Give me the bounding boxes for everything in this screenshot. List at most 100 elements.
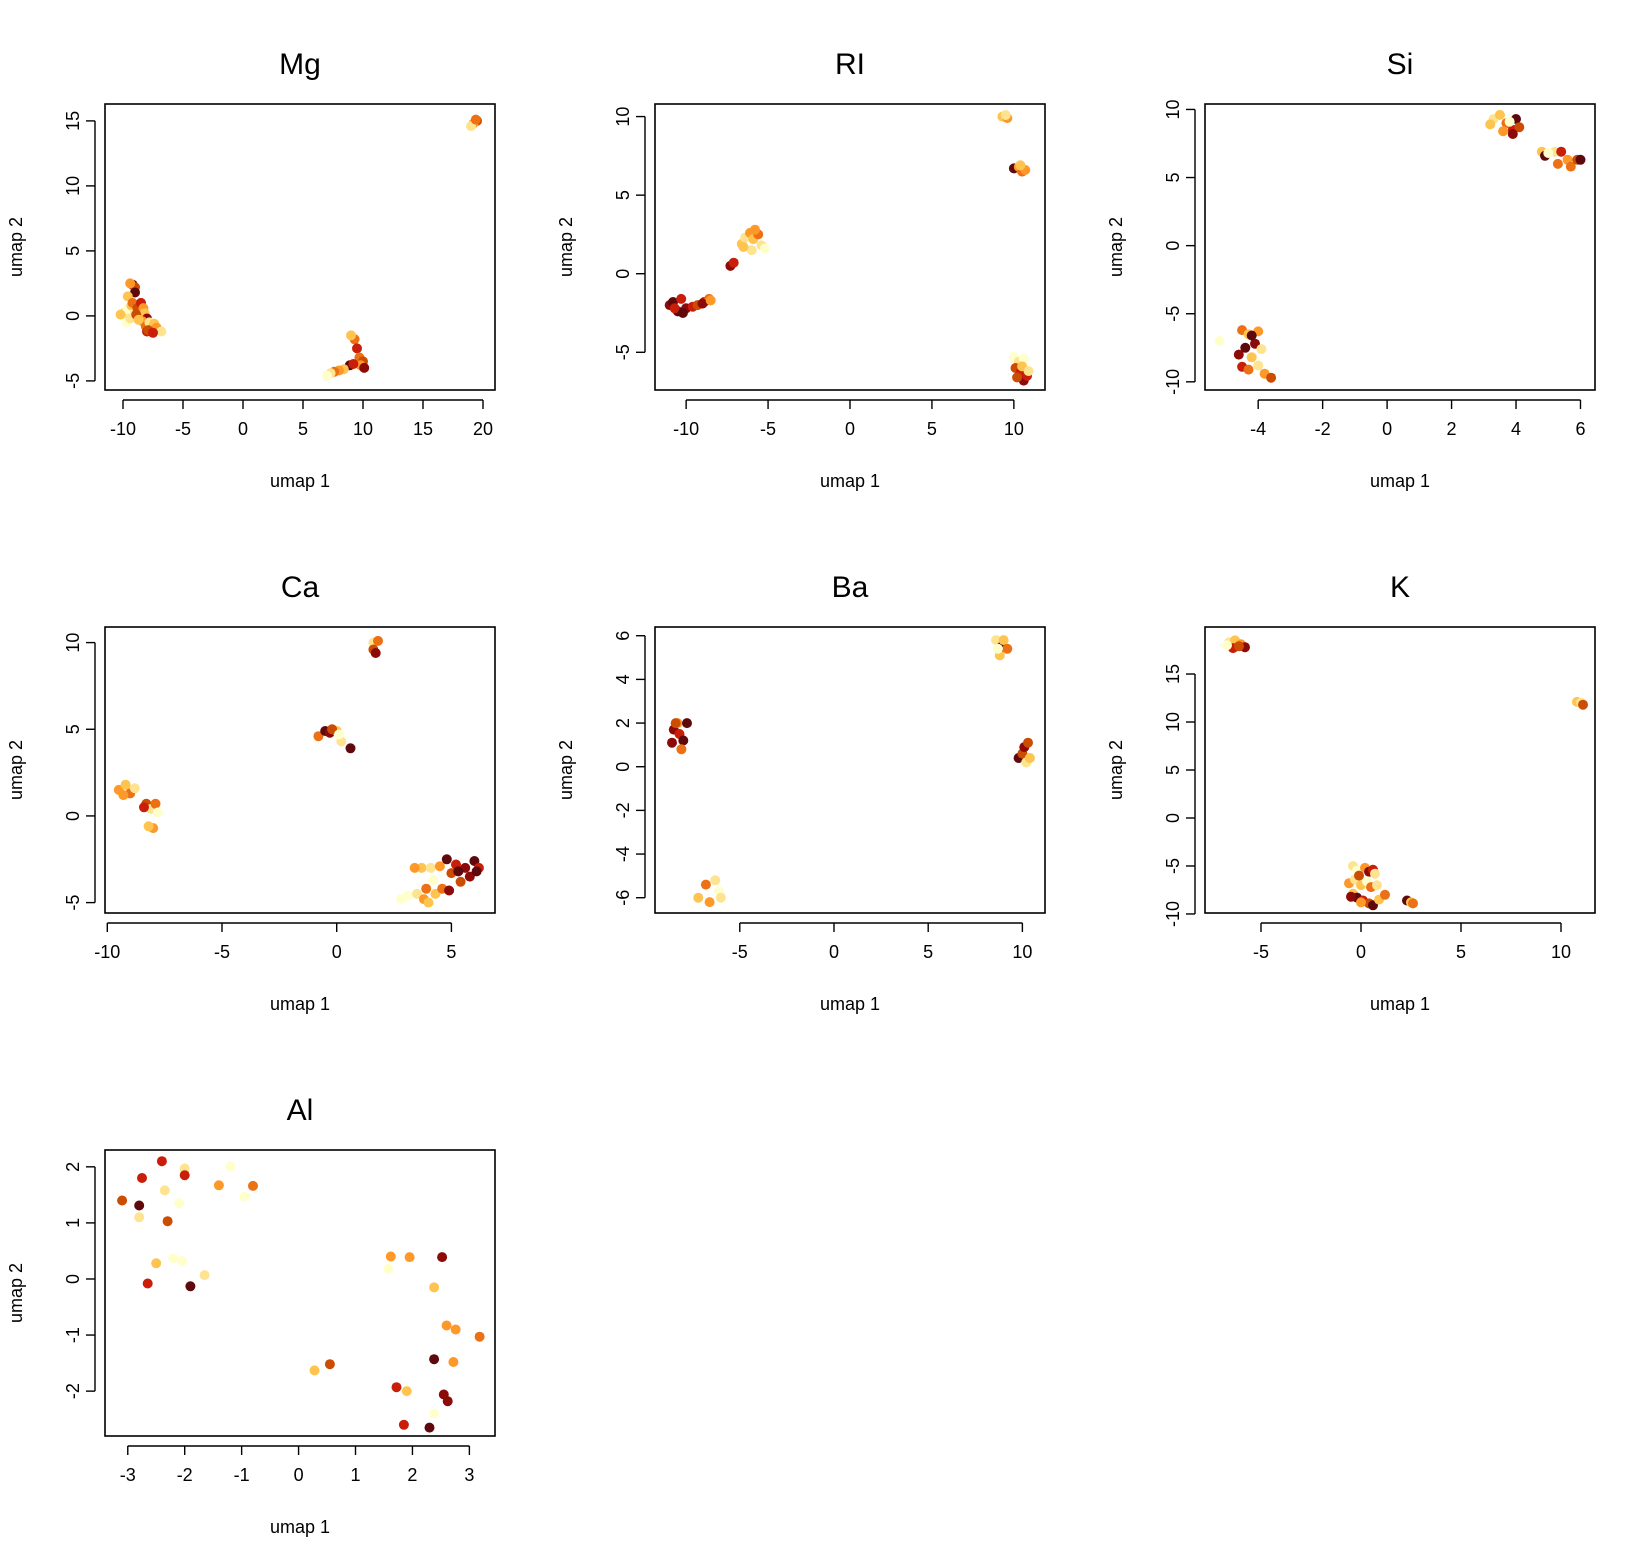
panel-ca-x-tick-label: 5 — [446, 942, 456, 962]
panel-al-point — [404, 1252, 415, 1263]
panel-al-point — [383, 1263, 394, 1274]
panel-ba-title: Ba — [832, 571, 869, 604]
panel-k-title: K — [1390, 571, 1410, 604]
panel-al-point — [398, 1419, 409, 1430]
panel-ba-point — [991, 635, 1001, 646]
panel-ca-point — [441, 854, 452, 865]
panel-ri-x-tick-label: -5 — [760, 419, 776, 439]
panel-mg-point — [470, 114, 481, 125]
panel-si-frame — [1204, 103, 1596, 391]
panel-ri-point — [746, 245, 757, 256]
panel-ca-y-axis-label: umap 2 — [6, 740, 26, 800]
panel-si-title: Si — [1387, 48, 1414, 81]
panel-ca-point — [416, 862, 427, 873]
panel-si-point — [1246, 330, 1257, 341]
panel-ri-x-tick-label: -10 — [673, 419, 699, 439]
panel-ri-y-axis-label: umap 2 — [556, 217, 576, 277]
panel-mg-x-axis-label: umap 1 — [270, 471, 330, 491]
panel-ca-point — [139, 802, 149, 813]
panel-ri-x-axis-label: umap 1 — [820, 471, 880, 491]
panel-al-point — [225, 1161, 236, 1172]
panel-si-point — [1485, 119, 1496, 130]
panel-ba-point — [1024, 753, 1035, 763]
panel-si-y-axis-label: umap 2 — [1106, 217, 1126, 277]
panel-al-point — [239, 1191, 250, 1202]
panel-mg-y-tick-label: 10 — [63, 176, 83, 196]
panel-ri-point — [1015, 160, 1026, 171]
panel-al-y-tick-label: 2 — [63, 1162, 83, 1172]
panel-al-frame — [104, 1149, 496, 1437]
panel-k-point — [1578, 699, 1588, 710]
panel-ri-point — [738, 242, 749, 252]
panel-ca-point — [152, 807, 163, 818]
panel-al-y-tick-label: 1 — [63, 1218, 83, 1228]
panel-al-point — [159, 1185, 170, 1196]
panel-mg-y-tick-label: -5 — [63, 373, 83, 389]
panel-si-x-tick-label: 0 — [1382, 419, 1392, 439]
panel-ba-y-tick-label: 4 — [613, 674, 633, 684]
panel-si-point — [1240, 342, 1251, 353]
panel-si-x-tick-label: 2 — [1447, 419, 1457, 439]
panel-ri-x-tick-label: 5 — [927, 419, 937, 439]
panel-si-point — [1253, 360, 1264, 371]
panel-ba-point — [676, 744, 687, 755]
panel-ca-point — [430, 888, 441, 899]
panel-ca: -10 -5 0 5 -5 0 5 10 Ca umap 1 umap 2 — [6, 571, 496, 1014]
panel-ca-y-tick-label: 0 — [63, 811, 83, 821]
panel-ba-frame — [654, 626, 1046, 914]
panel-ca-title: Ca — [281, 571, 320, 604]
panel-si-point — [1514, 122, 1525, 133]
panel-si: -4 -2 0 2 4 6 -10 -5 0 5 10 Si umap 1 umap 2 — [1106, 48, 1596, 491]
panel-mg-x-tick-label: 15 — [413, 419, 433, 439]
panel-k-y-tick-label: 15 — [1163, 664, 1183, 684]
panel-al-point — [474, 1331, 485, 1342]
panel-mg-point — [115, 309, 126, 320]
panel-ri-y-tick-label: 10 — [613, 107, 633, 127]
panel-k-point — [1356, 897, 1366, 908]
panel-al-y-tick-label: 0 — [63, 1274, 83, 1284]
panel-ba-y-axis-label: umap 2 — [556, 740, 576, 800]
panel-ca-point — [373, 635, 383, 646]
panel-al-point — [117, 1195, 128, 1206]
panel-ba-y-tick-label: -6 — [613, 890, 633, 906]
panel-ca-x-axis-label: umap 1 — [270, 994, 330, 1014]
panel-si-point — [1494, 109, 1505, 120]
panel-si-point — [1498, 126, 1509, 137]
panel-si-point — [1575, 154, 1586, 165]
panel-al-point — [199, 1270, 210, 1281]
panel-al-point — [168, 1253, 179, 1264]
panel-k-y-tick-label: 0 — [1163, 813, 1183, 823]
panel-ca-y-tick-label: -5 — [63, 895, 83, 911]
panel-mg-x-tick-label: -10 — [110, 419, 136, 439]
panel-mg-point — [148, 327, 158, 338]
panel-ba-point — [670, 718, 681, 729]
panel-k-point — [1346, 891, 1356, 902]
panel-ca-x-tick-label: 0 — [332, 942, 342, 962]
panel-si-y-tick-label: -5 — [1163, 306, 1183, 322]
panel-ba-point — [682, 718, 692, 729]
panel-ba-point — [700, 879, 711, 890]
panel-al-point — [213, 1180, 224, 1191]
panel-mg-point — [346, 330, 356, 341]
panel-al-x-tick-label: 3 — [464, 1465, 474, 1485]
panel-ri-point — [697, 298, 708, 309]
panel-mg-point — [133, 314, 144, 325]
panel-al: -3 -2 -1 0 1 2 3 -2 -1 0 1 2 Al umap 1 umap 2 — [6, 1094, 496, 1537]
panel-si-point — [1556, 146, 1567, 157]
panel-ca-point — [464, 871, 475, 882]
panel-ri-title: RI — [835, 48, 865, 81]
panel-ba-point — [1002, 643, 1013, 654]
panel-ba-point — [1023, 737, 1033, 748]
panel-al-point — [142, 1278, 153, 1289]
panel-si-point — [1233, 349, 1244, 360]
panel-ri-point — [676, 293, 687, 304]
panel-ca-point — [412, 888, 422, 899]
panel-ca-point — [118, 790, 129, 801]
panel-ba-x-tick-label: 0 — [829, 942, 839, 962]
panel-ri-point — [705, 295, 716, 306]
panel-si-point — [1246, 352, 1257, 363]
panel-k-y-axis-label: umap 2 — [1106, 740, 1126, 800]
panel-mg-x-tick-label: 10 — [353, 419, 373, 439]
panel-al-point — [134, 1200, 145, 1211]
